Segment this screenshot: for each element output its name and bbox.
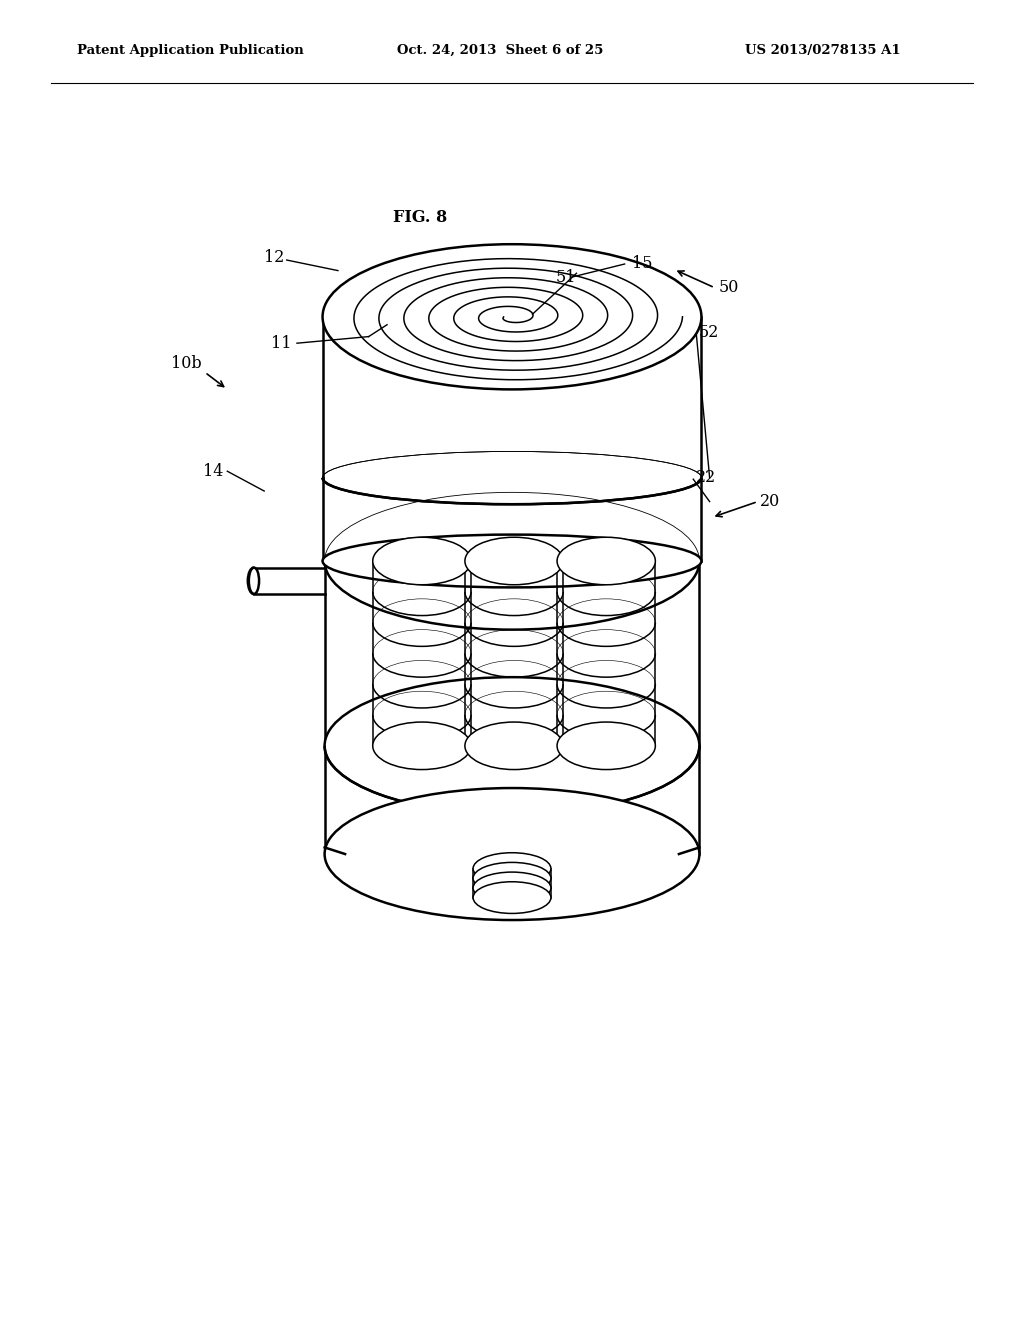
Ellipse shape <box>473 882 551 913</box>
Text: 12: 12 <box>264 249 285 265</box>
Text: 15: 15 <box>632 256 652 272</box>
Text: Patent Application Publication: Patent Application Publication <box>77 44 303 57</box>
Text: 14: 14 <box>203 463 223 479</box>
Text: 52: 52 <box>698 325 719 341</box>
Ellipse shape <box>473 873 551 904</box>
Text: 51: 51 <box>556 269 577 285</box>
Ellipse shape <box>325 677 699 814</box>
Ellipse shape <box>323 244 701 389</box>
Ellipse shape <box>557 537 655 585</box>
Text: Oct. 24, 2013  Sheet 6 of 25: Oct. 24, 2013 Sheet 6 of 25 <box>397 44 604 57</box>
Ellipse shape <box>473 862 551 894</box>
Text: 50: 50 <box>719 280 739 296</box>
Ellipse shape <box>557 722 655 770</box>
Text: 20: 20 <box>760 494 780 510</box>
Ellipse shape <box>373 537 471 585</box>
Ellipse shape <box>473 853 551 884</box>
Ellipse shape <box>465 722 563 770</box>
Ellipse shape <box>323 535 701 587</box>
Ellipse shape <box>249 568 259 594</box>
Text: US 2013/0278135 A1: US 2013/0278135 A1 <box>745 44 901 57</box>
Text: FIG. 8: FIG. 8 <box>393 210 446 226</box>
Text: 22: 22 <box>696 470 717 486</box>
Ellipse shape <box>325 788 699 920</box>
Text: 11: 11 <box>271 335 292 351</box>
Text: 10b: 10b <box>171 355 202 371</box>
Ellipse shape <box>465 537 563 585</box>
Ellipse shape <box>373 722 471 770</box>
